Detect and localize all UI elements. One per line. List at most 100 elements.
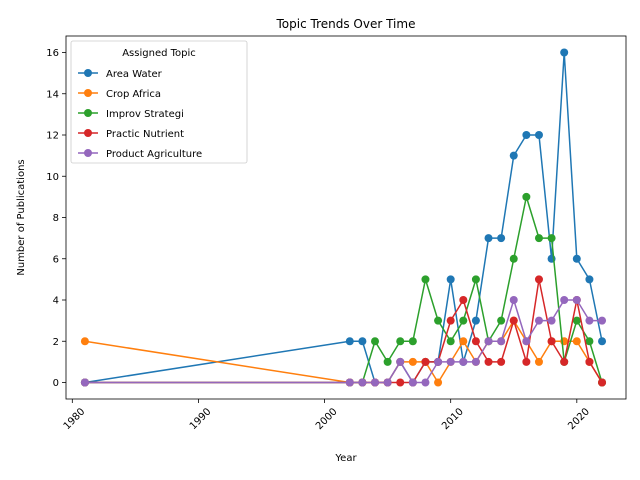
data-point-practic-nutrient <box>446 316 455 325</box>
data-point-practic-nutrient <box>560 357 569 366</box>
y-axis-label: Number of Publications <box>16 159 27 275</box>
data-point-practic-nutrient <box>459 296 468 304</box>
legend-swatch-marker <box>84 109 92 117</box>
data-point-crop-africa <box>434 378 443 387</box>
data-point-product-agriculture <box>371 378 380 387</box>
data-point-product-agriculture <box>598 316 607 325</box>
data-point-practic-nutrient <box>421 357 430 366</box>
data-point-product-agriculture <box>383 378 392 387</box>
data-point-area-water <box>598 337 607 346</box>
data-point-practic-nutrient <box>497 357 506 366</box>
data-point-product-agriculture <box>522 337 531 346</box>
data-point-product-agriculture <box>434 357 443 366</box>
legend-swatch-marker <box>84 129 92 137</box>
data-point-practic-nutrient <box>547 337 556 346</box>
data-point-improv-strategi <box>572 316 581 325</box>
legend-swatch-marker <box>84 149 92 157</box>
legend-label: Area Water <box>106 69 163 80</box>
data-point-product-agriculture <box>358 378 367 387</box>
data-point-crop-africa <box>534 357 543 366</box>
data-point-product-agriculture <box>585 316 594 325</box>
data-point-improv-strategi <box>471 275 480 284</box>
y-tick-label: 6 <box>53 254 59 265</box>
data-point-product-agriculture <box>345 378 354 387</box>
legend-item-area-water: Area Water <box>78 69 163 80</box>
series-product-agriculture <box>80 296 607 387</box>
data-point-improv-strategi <box>547 234 556 243</box>
data-point-practic-nutrient <box>396 378 405 387</box>
y-tick-label: 8 <box>53 213 59 224</box>
legend-item-practic-nutrient: Practic Nutrient <box>78 129 184 140</box>
data-point-practic-nutrient <box>534 275 543 284</box>
chart-title: Topic Trends Over Time <box>276 17 416 31</box>
data-point-practic-nutrient <box>522 357 531 366</box>
data-point-improv-strategi <box>434 316 443 325</box>
data-point-practic-nutrient <box>598 378 607 387</box>
legend: Assigned Topic Area Water Crop Africa Impr… <box>70 40 248 164</box>
data-point-improv-strategi <box>383 357 392 366</box>
data-point-area-water <box>560 48 569 57</box>
y-tick-label: 4 <box>53 296 59 307</box>
legend-item-product-agriculture: Product Agriculture <box>78 149 202 160</box>
legend-label: Improv Strategi <box>106 109 184 120</box>
y-tick-label: 10 <box>46 172 59 183</box>
legend-label: Crop Africa <box>106 89 161 100</box>
data-point-product-agriculture <box>560 296 569 304</box>
data-point-area-water <box>509 151 518 160</box>
data-point-improv-strategi <box>421 275 430 284</box>
data-point-product-agriculture <box>572 296 581 304</box>
data-point-improv-strategi <box>459 316 468 325</box>
legend-swatch-marker <box>84 69 92 77</box>
legend-swatch-marker <box>84 89 92 97</box>
data-point-improv-strategi <box>522 192 531 201</box>
data-point-product-agriculture <box>547 316 556 325</box>
data-point-product-agriculture <box>396 357 405 366</box>
data-point-product-agriculture <box>421 378 430 387</box>
data-point-product-agriculture <box>484 337 493 346</box>
data-point-area-water <box>471 316 480 325</box>
data-point-improv-strategi <box>408 337 417 346</box>
data-point-practic-nutrient <box>585 357 594 366</box>
plot-area <box>80 48 607 387</box>
data-point-improv-strategi <box>509 254 518 263</box>
data-point-improv-strategi <box>534 234 543 243</box>
legend-label: Practic Nutrient <box>106 129 184 140</box>
legend-title: Assigned Topic <box>122 48 196 59</box>
data-point-product-agriculture <box>408 378 417 387</box>
data-point-product-agriculture <box>497 337 506 346</box>
data-point-improv-strategi <box>497 316 506 325</box>
data-point-product-agriculture <box>446 357 455 366</box>
data-point-area-water <box>522 131 531 139</box>
data-point-crop-africa <box>572 337 581 346</box>
data-point-area-water <box>446 275 455 284</box>
data-point-improv-strategi <box>371 337 380 346</box>
legend-item-crop-africa: Crop Africa <box>78 89 161 100</box>
data-point-crop-africa <box>80 337 89 346</box>
data-point-practic-nutrient <box>509 316 518 325</box>
data-point-area-water <box>585 275 594 284</box>
series-line-product-agriculture <box>84 299 603 384</box>
data-point-product-agriculture <box>509 296 518 304</box>
data-point-product-agriculture <box>459 357 468 366</box>
data-point-improv-strategi <box>396 337 405 346</box>
y-tick-label: 2 <box>53 337 59 348</box>
data-point-crop-africa <box>408 357 417 366</box>
data-point-area-water <box>484 234 493 243</box>
data-point-practic-nutrient <box>484 357 493 366</box>
y-axis: 0 2 4 6 8 10 12 14 16 <box>46 48 66 389</box>
data-point-area-water <box>345 337 354 346</box>
y-tick-label: 12 <box>46 131 59 142</box>
legend-box <box>70 40 248 164</box>
data-point-product-agriculture <box>471 357 480 366</box>
data-point-crop-africa <box>459 337 468 346</box>
legend-item-improv-strategi: Improv Strategi <box>78 109 184 120</box>
data-point-product-agriculture <box>80 378 89 387</box>
legend-label: Product Agriculture <box>106 149 202 160</box>
data-point-product-agriculture <box>534 316 543 325</box>
data-point-area-water <box>534 131 543 139</box>
data-point-area-water <box>572 254 581 263</box>
data-point-practic-nutrient <box>471 337 480 346</box>
series-line-improv-strategi <box>84 196 603 384</box>
data-point-improv-strategi <box>446 337 455 346</box>
